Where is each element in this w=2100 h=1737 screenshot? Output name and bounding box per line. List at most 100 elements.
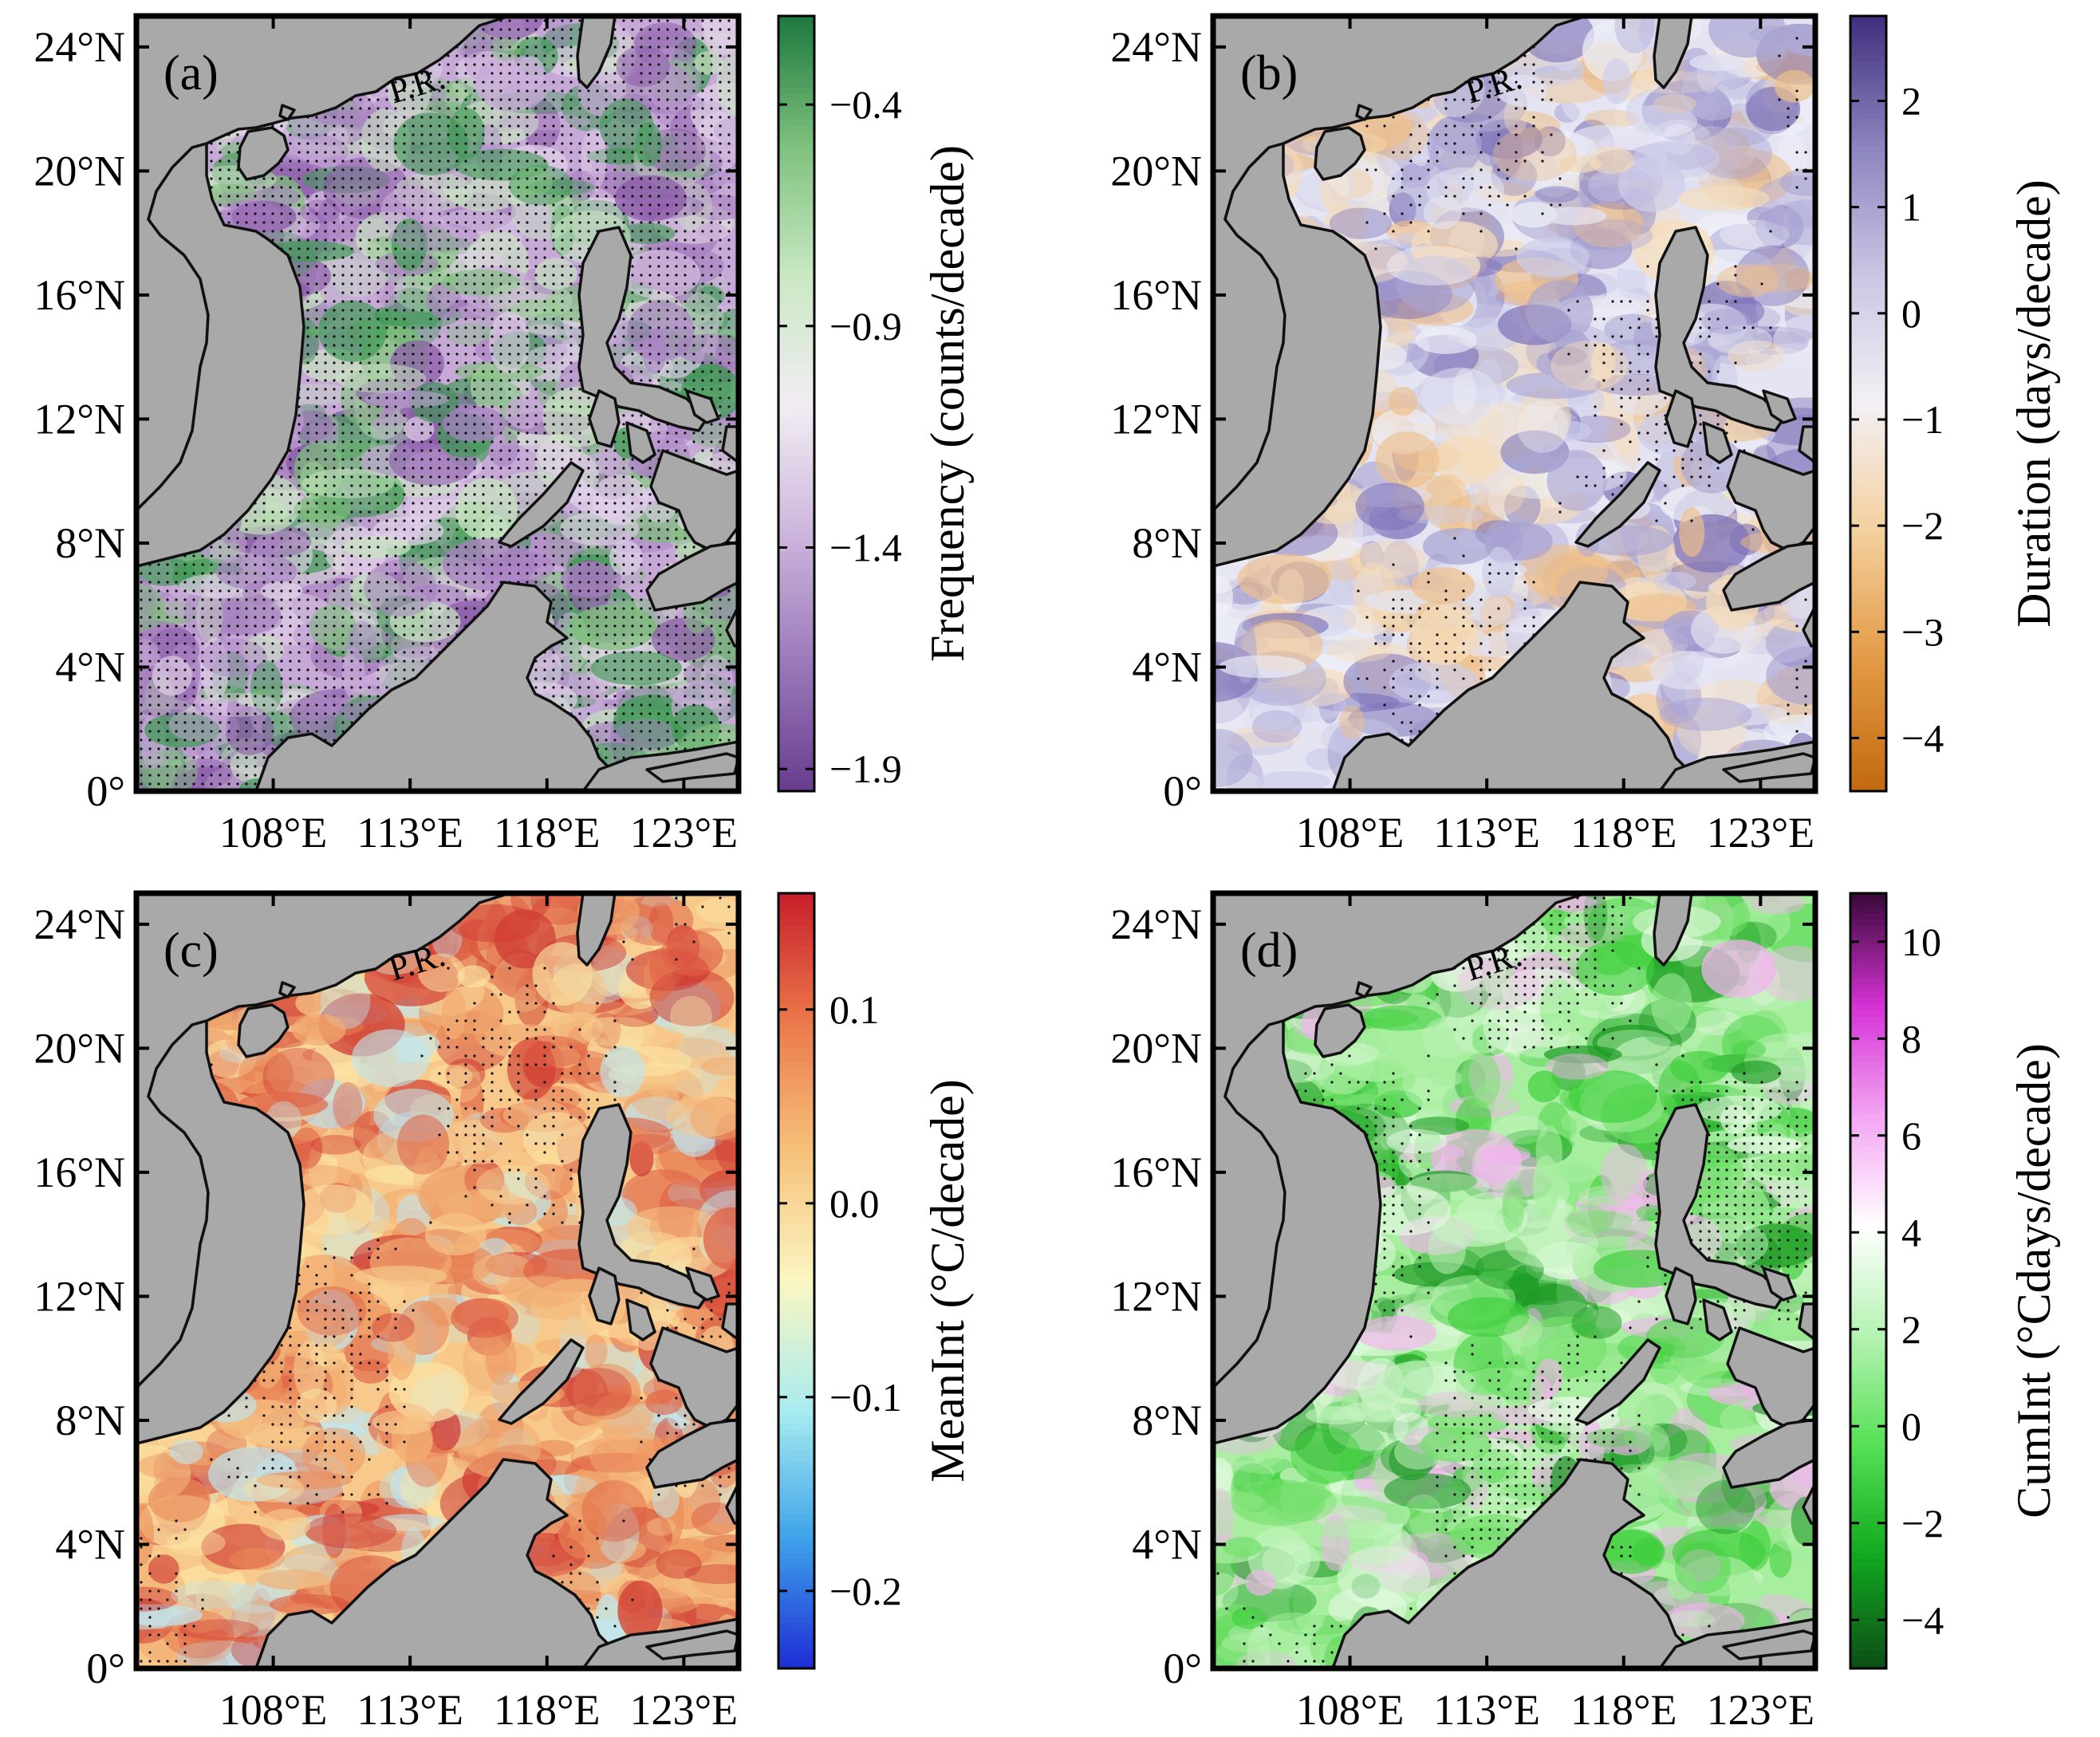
stipple-dot <box>420 177 424 180</box>
stipple-dot <box>376 160 380 163</box>
stipple-dot <box>324 335 327 338</box>
stipple-dot <box>394 160 397 163</box>
stipple-dot <box>429 72 432 75</box>
stipple-dot <box>569 230 573 233</box>
stipple-dot <box>710 168 713 171</box>
stipple-dot <box>648 423 652 426</box>
stipple-dot <box>324 475 327 479</box>
stipple-dot <box>324 396 327 400</box>
stipple-dot <box>376 537 380 540</box>
stipple-dot <box>534 212 538 215</box>
stipple-dot <box>605 107 608 110</box>
stipple-dot <box>719 63 722 66</box>
stipple-dot <box>315 221 318 224</box>
stipple-dot <box>473 81 476 84</box>
stipple-dot <box>710 274 713 277</box>
stipple-dot <box>666 19 669 22</box>
stipple-dot <box>429 414 432 417</box>
stipple-dot <box>517 335 520 338</box>
stipple-dot <box>499 151 502 154</box>
stipple-dot <box>482 98 485 101</box>
stipple-dot <box>648 344 652 347</box>
stipple-dot <box>403 133 406 136</box>
stipple-dot <box>306 203 309 207</box>
stipple-dot <box>482 309 485 312</box>
stipple-dot <box>631 133 634 136</box>
stipple-dot <box>552 19 555 22</box>
stipple-dot <box>605 168 608 171</box>
stipple-dot <box>666 177 669 180</box>
stipple-dot <box>333 467 336 470</box>
stipple-dot <box>227 203 230 207</box>
stipple-dot <box>333 230 336 233</box>
stipple-dot <box>657 291 660 294</box>
stipple-dot <box>473 142 476 145</box>
stipple-dot <box>482 238 485 242</box>
stipple-dot <box>403 449 406 452</box>
field-cell <box>489 311 530 374</box>
stipple-dot <box>376 142 380 145</box>
stipple-dot <box>534 414 538 417</box>
stipple-dot <box>684 37 687 40</box>
stipple-dot <box>359 344 362 347</box>
stipple-dot <box>403 502 406 505</box>
stipple-dot <box>719 98 722 101</box>
stipple-dot <box>569 379 573 382</box>
stipple-dot <box>385 440 388 443</box>
stipple-dot <box>429 335 432 338</box>
stipple-dot <box>324 247 327 250</box>
stipple-dot <box>526 124 529 128</box>
stipple-dot <box>394 423 397 426</box>
stipple-dot <box>254 221 257 224</box>
stipple-dot <box>403 484 406 487</box>
stipple-dot <box>666 247 669 250</box>
stipple-dot <box>640 221 643 224</box>
stipple-dot <box>534 203 538 207</box>
stipple-dot <box>719 440 722 443</box>
stipple-dot <box>719 291 722 294</box>
stipple-dot <box>578 247 581 250</box>
stipple-dot <box>727 317 731 321</box>
stipple-dot <box>412 274 415 277</box>
stipple-dot <box>578 431 581 435</box>
stipple-dot <box>210 160 213 163</box>
stipple-dot <box>657 309 660 312</box>
stipple-dot <box>438 291 441 294</box>
stipple-dot <box>526 335 529 338</box>
stipple-dot <box>657 370 660 373</box>
stipple-dot <box>666 238 669 242</box>
stipple-dot <box>447 72 450 75</box>
stipple-dot <box>552 528 555 531</box>
stipple-dot <box>648 28 652 31</box>
stipple-dot <box>429 168 432 171</box>
stipple-dot <box>403 177 406 180</box>
stipple-dot <box>394 186 397 189</box>
stipple-dot <box>333 265 336 268</box>
stipple-dot <box>648 54 652 57</box>
stipple-dot <box>640 379 643 382</box>
stipple-dot <box>324 238 327 242</box>
stipple-dot <box>420 238 424 242</box>
stipple-dot <box>455 528 459 531</box>
stipple-dot <box>657 142 660 145</box>
stipple-dot <box>385 431 388 435</box>
stipple-dot <box>552 98 555 101</box>
stipple-dot <box>631 414 634 417</box>
stipple-dot <box>306 344 309 347</box>
significance-stippling <box>140 19 739 786</box>
stipple-dot <box>578 195 581 198</box>
stipple-dot <box>675 256 678 259</box>
stipple-dot <box>517 353 520 356</box>
stipple-dot <box>727 221 731 224</box>
stipple-dot <box>710 177 713 180</box>
stipple-dot <box>438 440 441 443</box>
stipple-dot <box>333 458 336 461</box>
stipple-dot <box>666 274 669 277</box>
stipple-dot <box>385 203 388 207</box>
stipple-dot <box>403 291 406 294</box>
stipple-dot <box>491 45 494 49</box>
stipple-dot <box>578 256 581 259</box>
stipple-dot <box>499 317 502 321</box>
stipple-dot <box>315 168 318 171</box>
stipple-dot <box>429 449 432 452</box>
